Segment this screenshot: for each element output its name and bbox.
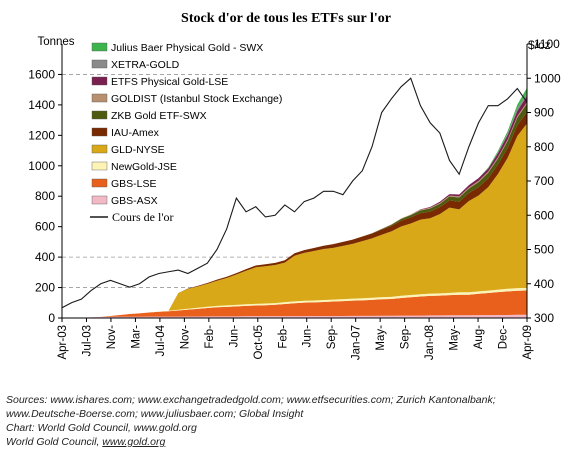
right-tick-label: 1100 [534,37,560,51]
left-tick-label: 800 [35,189,55,203]
legend-swatch [91,42,108,52]
left-tick-label: 1600 [28,67,55,81]
x-tick-label: Apr-09 [522,325,534,360]
area-iau-amex [62,112,527,318]
left-tick-label: 600 [35,220,55,234]
legend-swatch [91,127,108,137]
x-tick-label: Apr-03 [57,325,69,360]
x-tick-label: Sep- [326,325,338,349]
legend-swatch [91,144,108,154]
x-tick-label: Feb- [277,325,289,349]
left-tick-label: 1200 [28,128,55,142]
x-tick-label: Dec- [498,325,510,349]
area-gbs-lse [62,290,527,318]
x-tick-label: May- [375,325,387,351]
x-tick-label: Jul-04 [155,324,167,356]
legend-swatch [91,110,108,120]
axes: 0 200 400 600 800 1000 1200 1400 1600 300 400 500 60… [28,37,561,360]
x-tick-label: Mar- [130,325,142,349]
sources-line-2: www.Deutsche-Boerse.com; www.juliusbaer.… [6,408,304,420]
legend-label: NewGold-JSE [111,161,177,173]
legend-swatch [91,195,108,205]
area-gbs-asx [62,314,527,318]
legend: Julius Baer Physical Gold - SWX XETRA-GOL… [90,42,282,224]
right-tick-label: 1000 [534,71,561,85]
x-tick-label: Jun- [228,325,240,348]
x-tick-label: Jan-08 [424,325,436,360]
legend-label: GOLDIST (Istanbul Stock Exchange) [111,93,282,105]
legend-label-gold-price: Cours de l'or [112,210,174,224]
area-newgold-jse [62,287,527,318]
legend-label: GBS-LSE [111,178,157,190]
x-tick-label: Oct-05 [253,325,265,360]
x-tick-label: Jul-03 [81,325,93,356]
x-tick-label: Nov- [106,325,118,349]
right-tick-label: 300 [534,311,554,325]
x-tick-label: Aug- [473,325,485,349]
stacked-areas [62,87,527,319]
wgc-credit: World Gold Council, www.gold.org [6,436,165,448]
x-tick-label: Feb- [204,325,216,349]
legend-swatch [91,59,108,69]
legend-label: IAU-Amex [111,127,160,139]
right-axis-unit: $/oz [528,38,551,52]
chart-title: Stock d'or de tous les ETFs sur l'or [181,11,391,26]
wgc-link[interactable]: www.gold.org [102,436,166,448]
left-tick-label: 400 [35,250,55,264]
left-tick-label: 1000 [28,159,55,173]
legend-label: Julius Baer Physical Gold - SWX [111,42,263,54]
right-tick-label: 600 [534,208,554,222]
right-tick-label: 900 [534,106,554,120]
wgc-credit-text: World Gold Council, [6,436,103,448]
left-tick-label: 0 [48,311,55,325]
legend-label: GLD-NYSE [111,144,165,156]
legend-swatch [91,178,108,188]
left-axis-unit: Tonnes [37,36,74,48]
right-tick-label: 400 [534,277,554,291]
x-tick-label: Jun- [302,325,314,348]
left-tick-label: 200 [35,281,55,295]
legend-label: ETFS Physical Gold-LSE [111,76,228,88]
gold-price-line-layer [61,77,528,309]
legend-swatch [91,161,108,171]
right-tick-label: 700 [534,174,554,188]
x-tick-label: Jan-07 [351,325,363,360]
area-gld-nyse [62,123,527,319]
legend-swatch [91,93,108,103]
right-tick-label: 500 [534,243,554,257]
left-tick-label: 1400 [28,98,55,112]
legend-label: XETRA-GOLD [111,59,180,71]
right-tick-label: 800 [534,140,554,154]
x-tick-label: Nov- [179,325,191,349]
x-tick-label: May- [449,325,461,351]
legend-label: ZKB Gold ETF-SWX [111,110,207,122]
legend-swatch [91,76,108,86]
x-tick-label: Sep- [400,325,412,349]
etf-gold-chart: Stock d'or de tous les ETFs sur l'or Ton… [28,11,561,360]
gold-price-line [61,77,528,309]
sources-line-1: Sources: www.ishares.com; www.exchangetr… [6,394,496,406]
legend-label: GBS-ASX [111,195,158,207]
chart-credit: Chart: World Gold Council, www.gold.org [6,422,197,434]
